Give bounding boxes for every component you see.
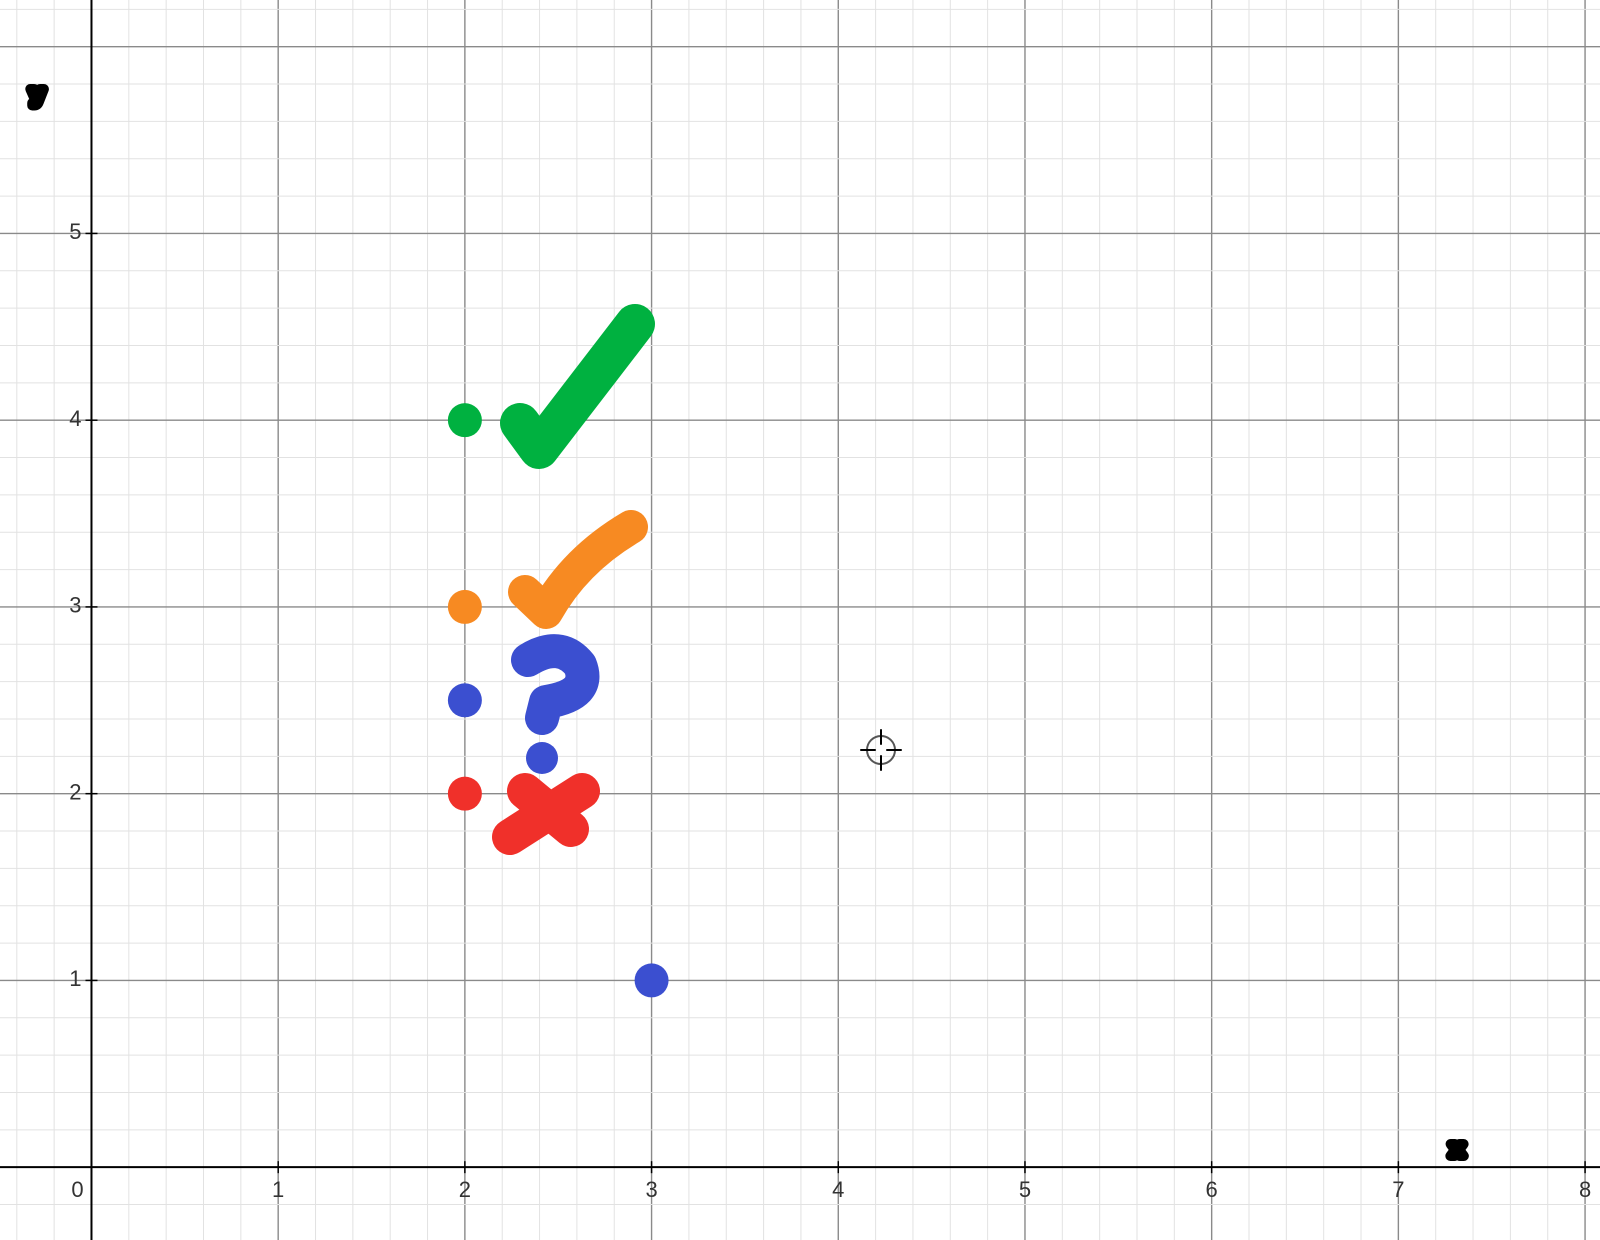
y-tick-label: 1 <box>69 966 81 991</box>
x-tick-label: 4 <box>832 1177 844 1202</box>
x-tick-label: 2 <box>459 1177 471 1202</box>
x-tick-label: 0 <box>71 1177 83 1202</box>
orange-check <box>508 510 648 629</box>
point <box>447 776 482 811</box>
y-tick-label: 4 <box>69 406 81 431</box>
x-tick-label: 8 <box>1579 1177 1591 1202</box>
y-tick-label: 3 <box>69 593 81 618</box>
x-tick-label: 5 <box>1019 1177 1031 1202</box>
x-tick-label: 7 <box>1392 1177 1404 1202</box>
green-check <box>500 304 655 469</box>
point <box>447 683 482 718</box>
y-tick-label: 2 <box>69 779 81 804</box>
point <box>447 589 482 624</box>
y-axis-label: y <box>30 82 44 107</box>
blue-question <box>511 634 600 735</box>
x-axis-label: x <box>1450 1137 1464 1162</box>
annotations <box>492 304 902 855</box>
blue-question-dot <box>526 742 558 774</box>
x-tick-label: 3 <box>645 1177 657 1202</box>
points <box>447 403 669 998</box>
y-tick-label: 5 <box>69 219 81 244</box>
red-x <box>492 773 600 855</box>
point <box>634 963 669 998</box>
point <box>447 403 482 438</box>
cursor <box>860 729 902 771</box>
x-tick-label: 1 <box>272 1177 284 1202</box>
x-tick-label: 6 <box>1206 1177 1218 1202</box>
